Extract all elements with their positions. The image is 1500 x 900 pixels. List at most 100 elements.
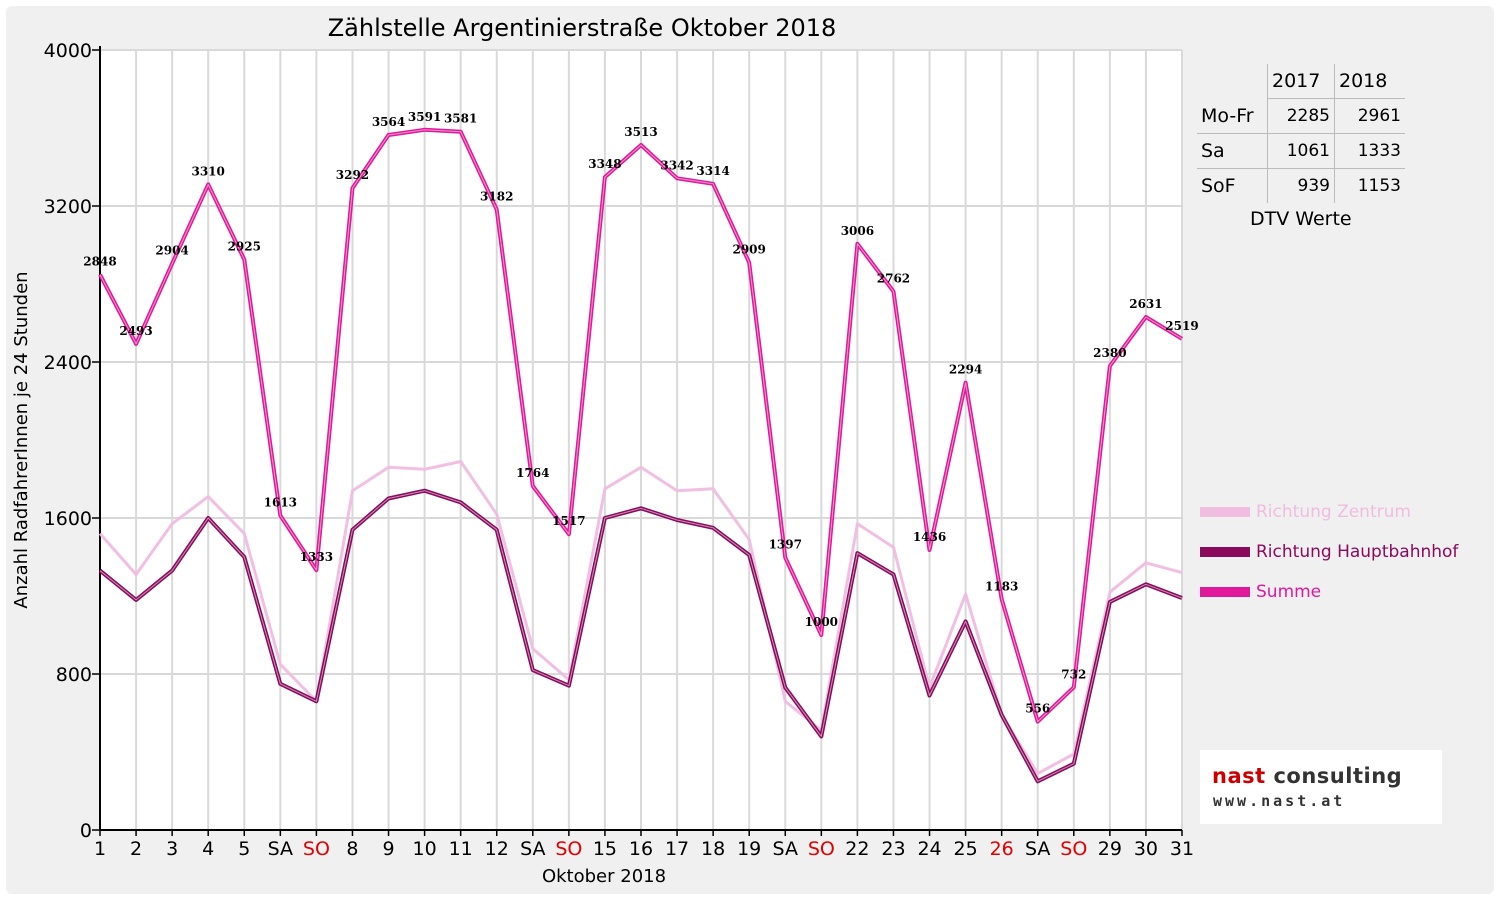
series-line-highlight-2 xyxy=(99,129,1183,723)
logo-word-nast: nast xyxy=(1212,764,1266,788)
legend-item-hauptbahnhof: Richtung Hauptbahnhof xyxy=(1200,532,1458,572)
x-tick-label: SA xyxy=(520,838,545,860)
data-label: 1613 xyxy=(264,495,297,509)
data-label: 1397 xyxy=(769,538,802,552)
x-axis-title: Oktober 2018 xyxy=(542,866,666,887)
x-tick-label: 17 xyxy=(665,838,689,860)
x-tick-label: SA xyxy=(773,838,798,860)
x-tick-label: 30 xyxy=(1134,838,1158,860)
x-tick-label: 5 xyxy=(238,838,250,860)
legend: Richtung Zentrum Richtung Hauptbahnhof S… xyxy=(1200,492,1458,612)
x-tick-label: SO xyxy=(555,838,582,860)
logo-url: www.nast.at xyxy=(1213,792,1346,810)
x-tick-label: 16 xyxy=(629,838,653,860)
y-tick-label: 3200 xyxy=(44,196,92,218)
x-tick-label: 29 xyxy=(1098,838,1122,860)
x-tick-label: SA xyxy=(1025,838,1050,860)
x-tick-label: SA xyxy=(268,838,293,860)
x-tick-label: 19 xyxy=(737,838,761,860)
dtv-cell-2018: 1153 xyxy=(1357,176,1401,196)
x-tick-label: SO xyxy=(303,838,330,860)
data-label: 1333 xyxy=(300,550,333,564)
legend-label: Summe xyxy=(1256,582,1322,602)
legend-label: Richtung Zentrum xyxy=(1256,502,1411,522)
dtv-row-label: Mo-Fr xyxy=(1197,98,1268,134)
data-label: 3591 xyxy=(408,110,441,124)
chart-title: Zählstelle Argentinierstraße Oktober 201… xyxy=(328,14,837,42)
legend-label: Richtung Hauptbahnhof xyxy=(1256,542,1459,562)
data-label: 3513 xyxy=(624,125,657,139)
dtv-header-empty xyxy=(1197,64,1268,99)
dtv-cell-2018: 1333 xyxy=(1334,133,1405,169)
x-tick-label: 8 xyxy=(346,838,358,860)
data-label: 1764 xyxy=(516,466,549,480)
data-label: 2909 xyxy=(732,243,765,257)
data-label: 1517 xyxy=(552,514,585,528)
y-tick-label: 800 xyxy=(56,664,92,686)
legend-swatch xyxy=(1200,587,1250,597)
dtv-cell-2017: 1061 xyxy=(1267,133,1335,169)
dtv-caption: DTV Werte xyxy=(1250,208,1352,230)
dtv-table: 2017 2018 Mo-Fr 2285 2961 Sa 1061 1333 S… xyxy=(1197,64,1405,203)
x-tick-label: 26 xyxy=(990,838,1014,860)
x-tick-label: 11 xyxy=(449,838,473,860)
dtv-row: Sa 1061 1333 xyxy=(1197,133,1405,169)
legend-swatch xyxy=(1200,547,1250,557)
dtv-row: SoF 939 1153 xyxy=(1197,168,1405,203)
data-label: 2631 xyxy=(1129,297,1162,311)
data-label: 3182 xyxy=(480,190,513,204)
y-tick-label: 1600 xyxy=(44,508,92,530)
x-tick-label: 3 xyxy=(166,838,178,860)
data-label: 2493 xyxy=(119,324,152,338)
data-label: 2294 xyxy=(949,363,982,377)
y-tick-label: 4000 xyxy=(44,40,92,62)
x-tick-label: 10 xyxy=(413,838,437,860)
x-tick-label: 12 xyxy=(485,838,509,860)
data-label: 3342 xyxy=(660,158,693,172)
x-tick-label: 15 xyxy=(593,838,617,860)
data-label: 3348 xyxy=(588,157,621,171)
series-line-highlight-1 xyxy=(99,490,1183,782)
x-tick-label: 25 xyxy=(954,838,978,860)
x-tick-label: 24 xyxy=(917,838,941,860)
dtv-header-row: 2017 2018 xyxy=(1197,64,1405,99)
logo-wordmark: nast consulting xyxy=(1212,764,1402,788)
dtv-header-2018: 2018 xyxy=(1334,64,1405,99)
data-label: 732 xyxy=(1061,667,1086,681)
x-tick-label: 9 xyxy=(382,838,394,860)
x-tick-label: 18 xyxy=(701,838,725,860)
dtv-cell-2018: 2961 xyxy=(1334,98,1405,134)
data-label: 1183 xyxy=(985,579,1018,593)
data-label: 2380 xyxy=(1093,346,1126,360)
logo-word-consulting: consulting xyxy=(1273,764,1403,788)
legend-swatch xyxy=(1200,507,1250,517)
dtv-row: Mo-Fr 2285 2961 xyxy=(1197,98,1405,134)
data-label: 2904 xyxy=(155,244,188,258)
x-tick-label: 4 xyxy=(202,838,214,860)
y-tick-label: 0 xyxy=(80,820,92,842)
data-label: 2925 xyxy=(228,240,261,254)
data-label: 3314 xyxy=(696,164,729,178)
x-tick-label: 2 xyxy=(130,838,142,860)
dtv-cell-2017: 2285 xyxy=(1267,98,1335,134)
data-label: 3581 xyxy=(444,112,477,126)
x-tick-label: SO xyxy=(1060,838,1087,860)
x-tick-label: SO xyxy=(808,838,835,860)
dtv-cell-2017: 939 xyxy=(1267,168,1335,203)
data-label: 1000 xyxy=(805,615,838,629)
data-label: 1436 xyxy=(913,530,946,544)
y-tick-label: 2400 xyxy=(44,352,92,374)
data-label: 2519 xyxy=(1165,319,1198,333)
data-label: 556 xyxy=(1025,702,1050,716)
data-label: 3006 xyxy=(841,224,874,238)
data-label: 3564 xyxy=(372,115,405,129)
y-axis-title: Anzahl RadfahrerInnen je 24 Stunden xyxy=(11,271,32,608)
dtv-header-2017: 2017 xyxy=(1267,64,1335,99)
company-logo: nast consulting www.nast.at xyxy=(1200,750,1442,824)
x-tick-label: 22 xyxy=(845,838,869,860)
data-label: 2762 xyxy=(877,271,910,285)
legend-item-summe: Summe xyxy=(1200,572,1458,612)
dtv-row-label: SoF xyxy=(1197,168,1268,203)
data-label: 3310 xyxy=(191,165,224,179)
